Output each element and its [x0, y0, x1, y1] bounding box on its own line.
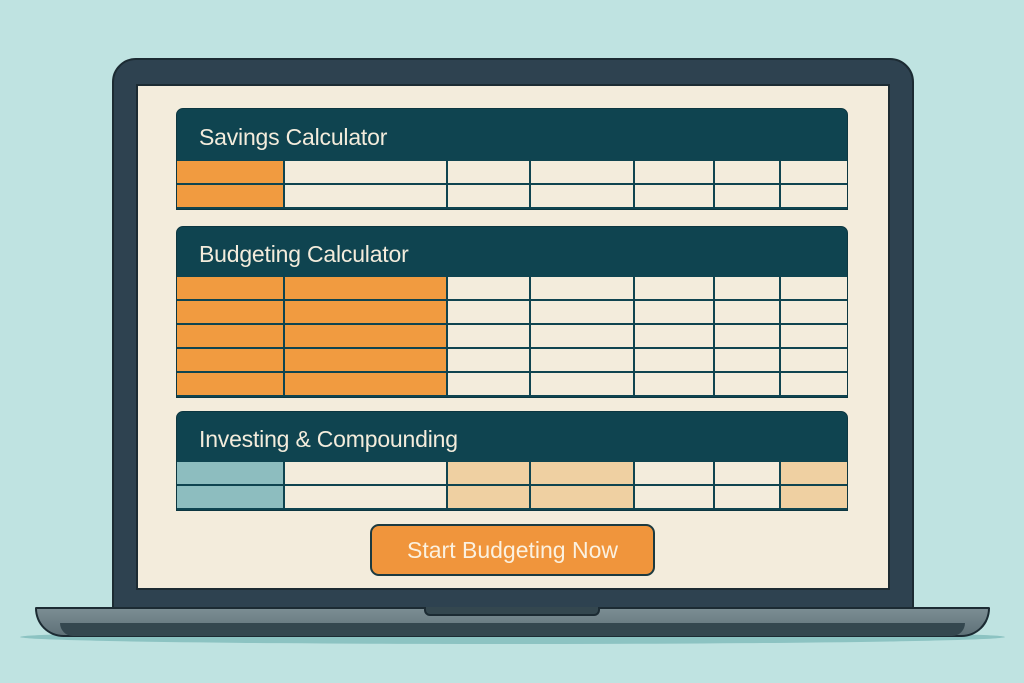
spreadsheet-cell[interactable] — [781, 462, 847, 484]
spreadsheet-cell[interactable] — [531, 185, 633, 207]
panel-title: Budgeting Calculator — [199, 241, 409, 267]
spreadsheet-cell[interactable] — [177, 277, 283, 299]
spreadsheet-cell[interactable] — [285, 373, 446, 395]
spreadsheet-cell[interactable] — [635, 486, 713, 508]
spreadsheet-cell[interactable] — [448, 373, 529, 395]
start-budgeting-button[interactable]: Start Budgeting Now — [370, 524, 655, 576]
spreadsheet-cell[interactable] — [715, 301, 779, 323]
budgeting-calculator-panel: Budgeting Calculator — [176, 226, 848, 398]
spreadsheet-cell[interactable] — [715, 161, 779, 183]
laptop-base-lower — [60, 623, 965, 636]
spreadsheet-cell[interactable] — [781, 161, 847, 183]
spreadsheet-grid — [177, 277, 847, 397]
panel-title: Savings Calculator — [199, 124, 388, 150]
spreadsheet-cell[interactable] — [781, 325, 847, 347]
spreadsheet-grid — [177, 161, 847, 209]
spreadsheet-cell[interactable] — [781, 349, 847, 371]
spreadsheet-cell[interactable] — [285, 486, 446, 508]
spreadsheet-cell[interactable] — [448, 185, 529, 207]
investing-compounding-panel: Investing & Compounding — [176, 411, 848, 511]
spreadsheet-cell[interactable] — [781, 486, 847, 508]
spreadsheet-cell[interactable] — [635, 277, 713, 299]
spreadsheet-cell[interactable] — [285, 325, 446, 347]
spreadsheet-cell[interactable] — [635, 161, 713, 183]
spreadsheet-cell[interactable] — [177, 462, 283, 484]
spreadsheet-cell[interactable] — [635, 185, 713, 207]
spreadsheet-cell[interactable] — [715, 349, 779, 371]
panel-title: Investing & Compounding — [199, 426, 458, 452]
spreadsheet-cell[interactable] — [285, 349, 446, 371]
spreadsheet-cell[interactable] — [531, 301, 633, 323]
spreadsheet-cell[interactable] — [531, 349, 633, 371]
spreadsheet-grid — [177, 462, 847, 510]
spreadsheet-cell[interactable] — [177, 325, 283, 347]
spreadsheet-cell[interactable] — [531, 373, 633, 395]
spreadsheet-cell[interactable] — [448, 277, 529, 299]
spreadsheet-cell[interactable] — [715, 277, 779, 299]
spreadsheet-cell[interactable] — [531, 486, 633, 508]
spreadsheet-cell[interactable] — [635, 301, 713, 323]
spreadsheet-cell[interactable] — [781, 373, 847, 395]
spreadsheet-cell[interactable] — [177, 185, 283, 207]
spreadsheet-cell[interactable] — [781, 185, 847, 207]
spreadsheet-cell[interactable] — [177, 373, 283, 395]
spreadsheet-cell[interactable] — [448, 486, 529, 508]
spreadsheet-cell[interactable] — [177, 486, 283, 508]
laptop-notch — [424, 607, 600, 616]
spreadsheet-cell[interactable] — [448, 161, 529, 183]
spreadsheet-cell[interactable] — [285, 301, 446, 323]
spreadsheet-cell[interactable] — [635, 462, 713, 484]
spreadsheet-cell[interactable] — [177, 161, 283, 183]
spreadsheet-cell[interactable] — [285, 277, 446, 299]
spreadsheet-cell[interactable] — [781, 301, 847, 323]
savings-calculator-panel: Savings Calculator — [176, 108, 848, 210]
spreadsheet-cell[interactable] — [177, 349, 283, 371]
spreadsheet-cell[interactable] — [285, 185, 446, 207]
spreadsheet-cell[interactable] — [715, 462, 779, 484]
spreadsheet-cell[interactable] — [715, 325, 779, 347]
spreadsheet-cell[interactable] — [448, 349, 529, 371]
spreadsheet-cell[interactable] — [715, 486, 779, 508]
spreadsheet-cell[interactable] — [285, 161, 446, 183]
spreadsheet-cell[interactable] — [635, 325, 713, 347]
spreadsheet-cell[interactable] — [177, 301, 283, 323]
spreadsheet-cell[interactable] — [448, 301, 529, 323]
spreadsheet-cell[interactable] — [531, 161, 633, 183]
spreadsheet-cell[interactable] — [448, 325, 529, 347]
spreadsheet-cell[interactable] — [715, 373, 779, 395]
spreadsheet-cell[interactable] — [635, 373, 713, 395]
spreadsheet-cell[interactable] — [531, 462, 633, 484]
spreadsheet-cell[interactable] — [715, 185, 779, 207]
spreadsheet-cell[interactable] — [531, 325, 633, 347]
spreadsheet-cell[interactable] — [781, 277, 847, 299]
spreadsheet-cell[interactable] — [635, 349, 713, 371]
spreadsheet-cell[interactable] — [285, 462, 446, 484]
spreadsheet-cell[interactable] — [448, 462, 529, 484]
spreadsheet-cell[interactable] — [531, 277, 633, 299]
